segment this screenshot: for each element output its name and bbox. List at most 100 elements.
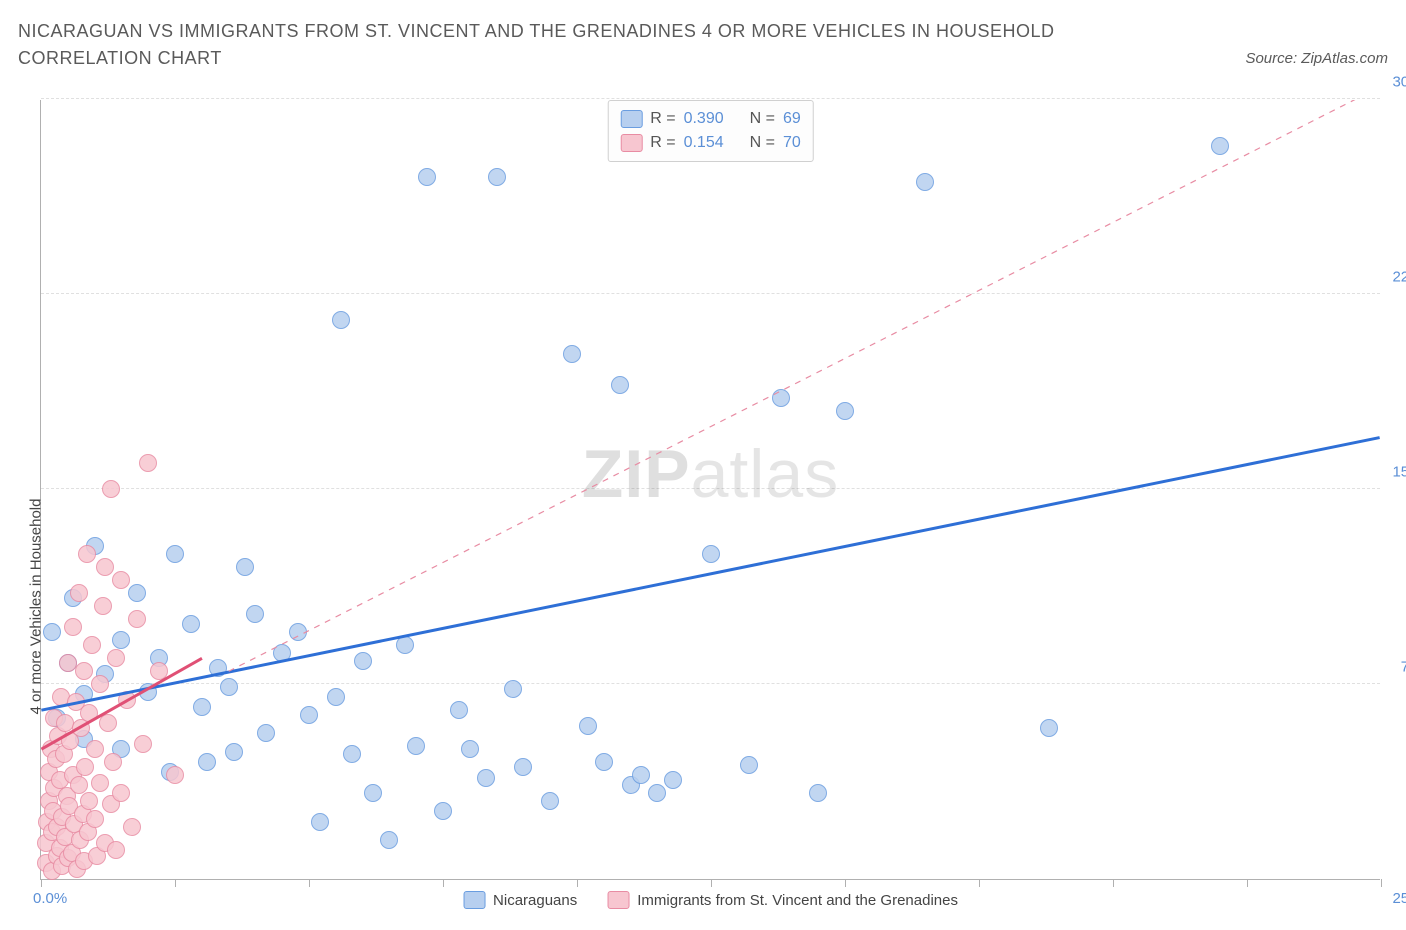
data-point [112,571,130,589]
data-point [632,766,650,784]
data-point [209,659,227,677]
x-tick [41,879,42,887]
data-point [740,756,758,774]
data-point [772,389,790,407]
x-tick [1113,879,1114,887]
series-legend-item: Nicaraguans [463,891,577,909]
x-axis-min-label: 0.0% [33,890,67,907]
data-point [86,740,104,758]
data-point [1211,137,1229,155]
data-point [118,691,136,709]
data-point [595,753,613,771]
data-point [273,644,291,662]
data-point [76,758,94,776]
data-point [75,662,93,680]
data-point [488,168,506,186]
data-point [354,652,372,670]
legend-row: R = 0.390 N = 69 [620,107,801,131]
gridline-h [41,488,1380,489]
data-point [166,766,184,784]
y-tick-label: 7.5% [1401,659,1406,676]
legend-n-label: N = [750,107,775,131]
data-point [96,558,114,576]
data-point [343,745,361,763]
legend-r-value: 0.390 [684,107,724,131]
data-point [311,813,329,831]
x-tick [577,879,578,887]
legend-n-label: N = [750,131,775,155]
y-axis-title: 4 or more Vehicles in Household [28,498,45,714]
legend-swatch [463,891,485,909]
data-point [64,618,82,636]
legend-n-value: 69 [783,107,801,131]
x-tick [309,879,310,887]
legend-row: R =0.154N =70 [620,131,801,155]
data-point [112,784,130,802]
data-point [1040,719,1058,737]
data-point [139,454,157,472]
x-tick [1381,879,1382,887]
data-point [166,545,184,563]
legend-swatch [620,110,642,128]
series-legend-label: Nicaraguans [493,892,577,909]
x-tick [711,879,712,887]
watermark: ZIPatlas [582,435,839,513]
x-tick [845,879,846,887]
data-point [83,636,101,654]
data-point [364,784,382,802]
data-point [300,706,318,724]
chart-plot-area: ZIPatlas 4 or more Vehicles in Household… [40,100,1380,880]
data-point [139,683,157,701]
chart-title: NICARAGUAN VS IMMIGRANTS FROM ST. VINCEN… [18,18,1118,72]
data-point [916,173,934,191]
data-point [70,584,88,602]
legend-r-value: 0.154 [684,131,724,155]
data-point [579,717,597,735]
data-point [80,792,98,810]
x-tick [443,879,444,887]
y-tick-label: 15.0% [1392,464,1406,481]
legend-swatch [607,891,629,909]
source-label: Source: ZipAtlas.com [1245,50,1388,67]
data-point [332,311,350,329]
data-point [289,623,307,641]
data-point [91,774,109,792]
data-point [541,792,559,810]
y-tick-label: 22.5% [1392,269,1406,286]
correlation-legend: R =0.390N =69R =0.154N =70 [607,100,814,162]
data-point [461,740,479,758]
gridline-h [41,683,1380,684]
data-point [94,597,112,615]
data-point [107,841,125,859]
data-point [648,784,666,802]
data-point [91,675,109,693]
data-point [225,743,243,761]
x-tick [1247,879,1248,887]
data-point [611,376,629,394]
data-point [418,168,436,186]
data-point [407,737,425,755]
data-point [198,753,216,771]
legend-swatch [620,134,642,152]
data-point [72,719,90,737]
data-point [80,704,98,722]
data-point [809,784,827,802]
gridline-h [41,293,1380,294]
legend-r-label: R = [650,107,675,131]
data-point [112,631,130,649]
trend-lines [41,100,1380,879]
data-point [104,753,122,771]
data-point [134,735,152,753]
data-point [102,480,120,498]
data-point [246,605,264,623]
x-axis-max-label: 25.0% [1392,890,1406,907]
data-point [128,610,146,628]
legend-r-label: R = [650,131,675,155]
data-point [257,724,275,742]
series-legend-item: Immigrants from St. Vincent and the Gren… [607,891,958,909]
series-legend: Nicaraguans Immigrants from St. Vincent a… [463,891,958,909]
data-point [563,345,581,363]
data-point [664,771,682,789]
data-point [193,698,211,716]
data-point [86,810,104,828]
